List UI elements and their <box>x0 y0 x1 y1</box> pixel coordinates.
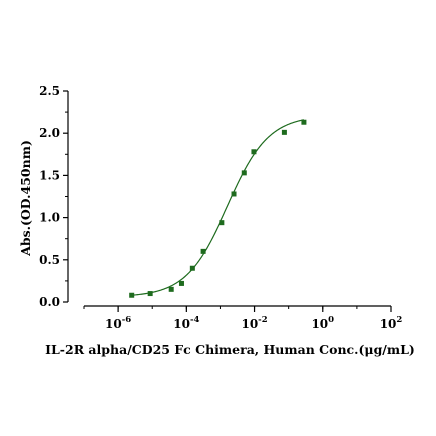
data-point <box>178 280 184 286</box>
data-point <box>301 119 307 125</box>
data-point <box>281 129 287 135</box>
x-tick-label: 10-6 <box>105 315 131 331</box>
data-point <box>129 292 135 298</box>
x-tick-label: 102 <box>380 315 403 331</box>
data-point <box>241 170 247 176</box>
data-point <box>219 220 225 226</box>
data-point <box>147 291 153 297</box>
data-point <box>200 248 206 254</box>
data-point <box>189 265 195 271</box>
data-points-layer <box>129 119 307 298</box>
x-tick-label: 10-4 <box>173 315 199 331</box>
y-tick-label: 0.0 <box>39 295 60 309</box>
axes: 0.0 0.5 1.0 1.5 2.0 2.5 10-6 10-4 10-2 100 102 <box>39 84 402 331</box>
x-axis-title: IL-2R alpha/CD25 Fc Chimera, Human Conc.… <box>45 342 415 357</box>
data-point <box>168 286 174 292</box>
y-tick-label: 2.5 <box>39 84 60 98</box>
data-point <box>251 149 257 155</box>
data-point <box>231 191 237 197</box>
y-tick-label: 1.5 <box>39 168 60 182</box>
y-tick-label: 2.0 <box>39 126 60 140</box>
x-tick-label: 10-2 <box>241 315 267 331</box>
x-tick-label: 100 <box>311 315 334 331</box>
y-tick-label: 1.0 <box>39 211 60 225</box>
y-tick-label: 0.5 <box>39 253 60 267</box>
y-axis-title: Abs.(OD.450nm) <box>18 140 33 257</box>
fit-curve <box>131 119 305 296</box>
fit-curve-layer <box>131 119 305 296</box>
